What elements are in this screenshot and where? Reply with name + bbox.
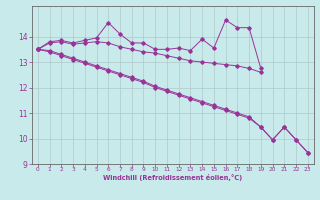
X-axis label: Windchill (Refroidissement éolien,°C): Windchill (Refroidissement éolien,°C)	[103, 174, 243, 181]
